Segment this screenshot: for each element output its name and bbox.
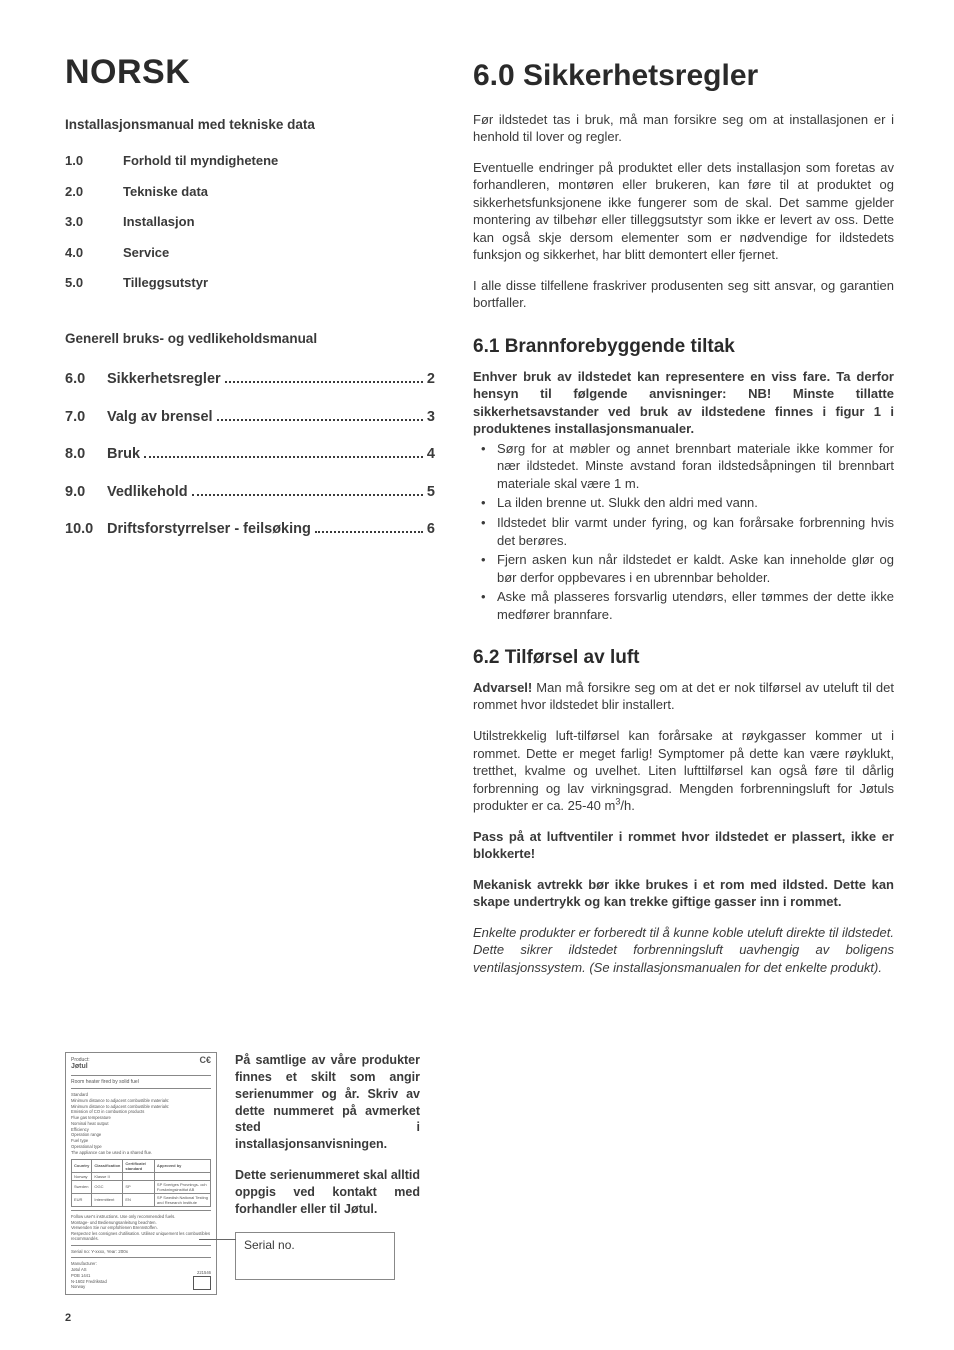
body-text: Utilstrekkelig luft-tilførsel kan forårs… bbox=[473, 727, 894, 815]
toc-label: Forhold til myndighetene bbox=[123, 152, 278, 170]
toc-num: 7.0 bbox=[65, 408, 107, 428]
language-title: NORSK bbox=[65, 50, 435, 96]
ce-mark-icon: C€ bbox=[199, 1055, 211, 1066]
section-heading-6-2: 6.2 Tilførsel av luft bbox=[473, 645, 894, 671]
list-item: La ilden brenne ut. Slukk den aldri med … bbox=[473, 494, 894, 512]
toc-num: 6.0 bbox=[65, 370, 107, 390]
toc-label: Sikkerhetsregler bbox=[107, 370, 221, 390]
toc-num: 9.0 bbox=[65, 483, 107, 503]
toc-page: 5 bbox=[427, 483, 435, 503]
manual-subtitle: Installasjonsmanual med tekniske data bbox=[65, 116, 435, 134]
toc-page: 6 bbox=[427, 520, 435, 540]
toc-num: 10.0 bbox=[65, 520, 107, 540]
body-text-bold: Pass på at luftventiler i rommet hvor il… bbox=[473, 828, 894, 863]
section-heading-6: 6.0 Sikkerhetsregler bbox=[473, 56, 894, 97]
toc-label: Service bbox=[123, 244, 169, 262]
page-number: 2 bbox=[65, 1311, 71, 1326]
toc-label: Driftsforstyrrelser - feilsøking bbox=[107, 520, 311, 540]
toc-install-manual: 1.0Forhold til myndighetene 2.0Tekniske … bbox=[65, 152, 435, 292]
body-text: Før ildstedet tas i bruk, må man forsikr… bbox=[473, 111, 894, 146]
product-label-card: Product:C€ Jøtul Room heater fired by so… bbox=[65, 1052, 217, 1295]
body-text-bold: Enhver bruk av ildstedet kan representer… bbox=[473, 368, 894, 438]
list-item: Aske må plasseres forsvarlig utendørs, e… bbox=[473, 588, 894, 623]
product-label-block: Product:C€ Jøtul Room heater fired by so… bbox=[65, 1052, 420, 1295]
list-item: Sørg for at møbler og annet brennbart ma… bbox=[473, 440, 894, 493]
toc-num: 2.0 bbox=[65, 183, 123, 201]
toc-num: 1.0 bbox=[65, 152, 123, 170]
toc-num: 3.0 bbox=[65, 213, 123, 231]
toc-num: 4.0 bbox=[65, 244, 123, 262]
general-heading: Generell bruks- og vedlikeholdsmanual bbox=[65, 330, 435, 348]
toc-page: 4 bbox=[427, 445, 435, 465]
toc-general-manual: 6.0Sikkerhetsregler 2 7.0Valg av brensel 3… bbox=[65, 370, 435, 540]
toc-label: Tekniske data bbox=[123, 183, 208, 201]
body-text-bold: Mekanisk avtrekk bør ikke brukes i et ro… bbox=[473, 876, 894, 911]
body-text: Advarsel! Man må forsikre seg om at det … bbox=[473, 679, 894, 714]
toc-label: Valg av brensel bbox=[107, 408, 213, 428]
bullet-list: Sørg for at møbler og annet brennbart ma… bbox=[473, 440, 894, 623]
list-item: Fjern asken kun når ildstedet er kaldt. … bbox=[473, 551, 894, 586]
toc-num: 5.0 bbox=[65, 274, 123, 292]
body-text: I alle disse tilfellene fraskriver produ… bbox=[473, 277, 894, 312]
toc-page: 3 bbox=[427, 408, 435, 428]
section-heading-6-1: 6.1 Brannforebyggende tiltak bbox=[473, 334, 894, 360]
serial-number-box: Serial no. bbox=[235, 1232, 395, 1280]
list-item: Ildstedet blir varmt under fyring, og ka… bbox=[473, 514, 894, 549]
toc-label: Bruk bbox=[107, 445, 140, 465]
body-text: Eventuelle endringer på produktet eller … bbox=[473, 159, 894, 264]
toc-label: Installasjon bbox=[123, 213, 195, 231]
toc-label: Tilleggsutstyr bbox=[123, 274, 208, 292]
label-instruction-text: På samtlige av våre produkter finnes et … bbox=[235, 1052, 420, 1280]
body-text-italic: Enkelte produkter er forberedt til å kun… bbox=[473, 924, 894, 977]
toc-label: Vedlikehold bbox=[107, 483, 188, 503]
toc-page: 2 bbox=[427, 370, 435, 390]
approval-table: CountryClassificationCertificate/ standa… bbox=[71, 1159, 211, 1207]
toc-num: 8.0 bbox=[65, 445, 107, 465]
